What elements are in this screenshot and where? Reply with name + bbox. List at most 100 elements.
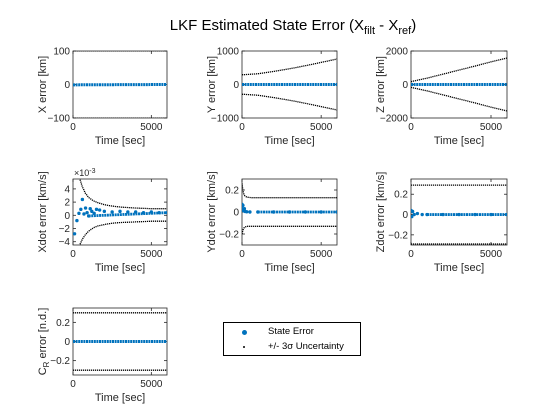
- state-error-point: [411, 214, 414, 219]
- x-tick-label: 0: [408, 249, 414, 260]
- state-error-point: [505, 212, 507, 217]
- state-error-point: [97, 208, 102, 212]
- state-error-point: [75, 218, 79, 223]
- state-error-point: [110, 210, 114, 214]
- state-error-point: [420, 212, 424, 217]
- legend-entry-state-error: State Error: [224, 325, 360, 340]
- y-axis-label: X error [km]: [37, 56, 49, 113]
- state-error-point: [319, 210, 323, 214]
- state-error-point: [80, 197, 85, 202]
- x-axis-label: Time [sec]: [434, 262, 484, 274]
- state-error-point: [85, 210, 89, 215]
- state-error-point: [248, 210, 252, 214]
- plot-data: [73, 51, 167, 118]
- state-error-point: [149, 210, 154, 214]
- x-axis-label: Time [sec]: [264, 135, 314, 147]
- state-error-point: [411, 209, 415, 214]
- state-error-point: [256, 210, 260, 214]
- y-tick-label: −0.2: [219, 230, 239, 241]
- axis-multiplier: ×10-3: [74, 168, 96, 178]
- state-error-point: [133, 210, 138, 214]
- y-tick-label: 0: [233, 208, 239, 219]
- y-tick-label: 2: [64, 198, 70, 209]
- uncertainty-upper-bound: [79, 179, 167, 210]
- state-error-point: [82, 212, 86, 216]
- plot-data: [242, 58, 337, 111]
- state-error-point: [303, 210, 308, 214]
- legend-label: State Error: [268, 326, 314, 337]
- y-tick-label: −0.2: [50, 356, 70, 367]
- y-tick-label: −2000: [380, 114, 409, 125]
- uncertainty-lower-bound: [411, 86, 507, 112]
- state-error-point: [412, 212, 416, 217]
- y-tick-label: 0: [64, 80, 70, 91]
- plot-area: [410, 178, 508, 246]
- state-error-trace: [88, 211, 167, 218]
- y-tick-label: −100: [47, 114, 70, 125]
- x-tick-label: 0: [408, 122, 414, 133]
- x-axis-label: Time [sec]: [95, 392, 145, 404]
- y-tick-label: 2000: [386, 47, 409, 58]
- state-error-point: [83, 206, 88, 210]
- plot-data: [242, 183, 337, 235]
- state-error-point: [88, 207, 92, 211]
- state-error-point: [92, 211, 96, 216]
- x-tick-label: 0: [70, 122, 76, 133]
- x-tick-label: 5000: [140, 249, 163, 260]
- state-error-point: [141, 210, 146, 215]
- x-tick-label: 5000: [140, 379, 163, 390]
- y-tick-label: 0: [64, 337, 70, 348]
- state-error-point: [90, 209, 94, 214]
- legend-entry-uncertainty: +/- 3σ Uncertainty: [224, 340, 360, 355]
- uncertainty-lower-bound: [242, 93, 337, 111]
- y-tick-label: 0.2: [225, 186, 239, 197]
- state-error-point: [73, 232, 77, 236]
- uncertainty-upper-bound: [411, 57, 507, 83]
- uncertainty-upper-bound: [242, 183, 337, 199]
- plot-data: [411, 184, 507, 245]
- uncertainty-lower-bound: [242, 225, 337, 235]
- state-error-point: [335, 210, 337, 214]
- state-error-point: [79, 207, 83, 212]
- y-tick-label: 0: [233, 80, 239, 91]
- y-tick-label: 0.2: [394, 190, 408, 201]
- y-tick-label: 0: [402, 80, 408, 91]
- state-error-point: [271, 210, 276, 214]
- y-tick-label: −1000: [211, 114, 240, 125]
- state-error-point: [126, 210, 130, 214]
- y-tick-label: −0.2: [388, 230, 408, 241]
- state-error-point: [242, 207, 247, 211]
- x-tick-label: 0: [239, 249, 245, 260]
- x-axis-label: Time [sec]: [264, 262, 314, 274]
- y-axis-label: Ydot error [km/s]: [206, 171, 218, 252]
- state-error-point: [425, 212, 429, 217]
- state-error-point: [86, 214, 91, 218]
- subplot-7: 0 5000 −0.2 0 0.2 Time [sec] CR error [n.d.]: [37, 307, 168, 404]
- state-error-point: [242, 203, 245, 208]
- state-error-point: [165, 210, 167, 215]
- x-tick-label: 5000: [310, 249, 333, 260]
- state-error-point: [118, 209, 122, 214]
- figure-title: LKF Estimated State Error (Xfilt - Xref): [170, 17, 416, 37]
- y-tick-label: 0: [402, 210, 408, 221]
- point-marker-icon: [243, 346, 245, 348]
- x-tick-label: 0: [239, 122, 245, 133]
- y-tick-label: 100: [53, 47, 70, 58]
- y-tick-label: 0: [64, 211, 70, 222]
- y-axis-label: Zdot error [km/s]: [375, 172, 387, 253]
- state-error-point: [457, 212, 461, 217]
- x-tick-label: 0: [70, 379, 76, 390]
- y-tick-label: 1000: [217, 47, 240, 58]
- y-tick-label: −2: [59, 224, 71, 235]
- x-tick-label: 0: [70, 249, 76, 260]
- state-error-point: [287, 210, 292, 214]
- state-error-point: [415, 211, 420, 216]
- state-error-point: [441, 212, 445, 217]
